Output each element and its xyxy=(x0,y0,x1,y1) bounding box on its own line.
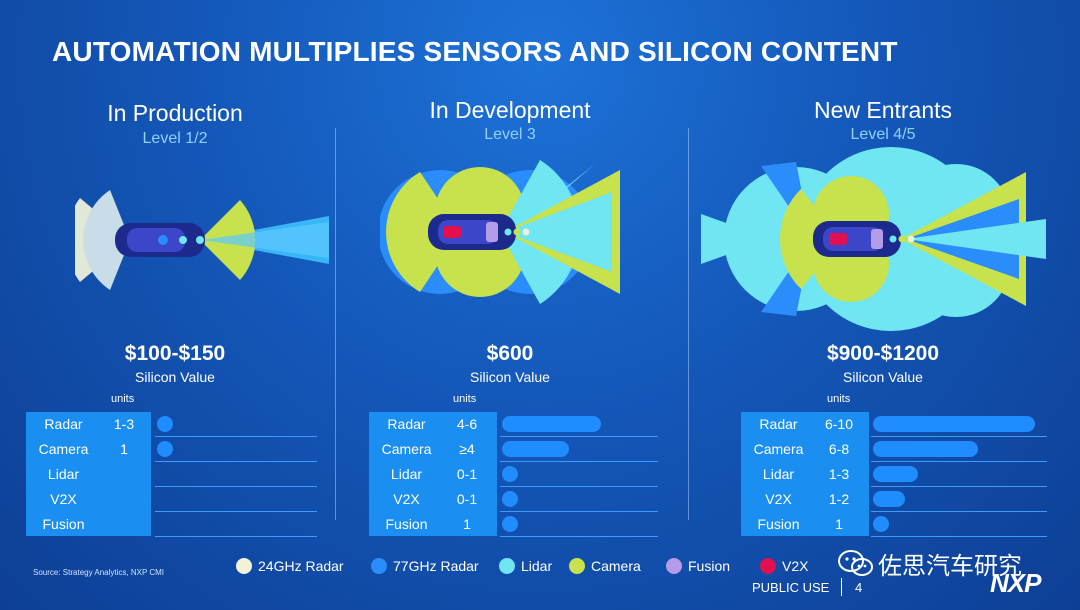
sensor-name: Fusion xyxy=(42,516,85,532)
row-divider xyxy=(871,461,1047,462)
sensor-name: V2X xyxy=(393,491,420,507)
sensor-units: 1-2 xyxy=(828,491,850,507)
slide-title: AUTOMATION MULTIPLIES SENSORS AND SILICO… xyxy=(52,36,898,67)
level-label: Level 1/2 xyxy=(142,130,208,147)
sensor-units: 1-3 xyxy=(113,416,135,432)
legend-swatch xyxy=(371,558,387,574)
sensor-units: 4-6 xyxy=(456,416,478,432)
nxp-logo: NXP xyxy=(990,568,1041,598)
row-divider xyxy=(155,461,317,462)
sensor-units: ≥4 xyxy=(459,441,475,457)
footer-divider xyxy=(841,578,842,596)
level-label: Level 4/5 xyxy=(850,126,916,143)
page-number: 4 xyxy=(855,580,863,595)
units-bar xyxy=(502,466,518,482)
sensor-name: Lidar xyxy=(762,466,795,482)
sensor-units: 6-10 xyxy=(824,416,854,432)
column-heading: New Entrants xyxy=(813,97,953,123)
column-heading: In Production xyxy=(107,100,243,126)
units-bar xyxy=(502,441,569,457)
source-note: Source: Strategy Analytics, NXP CMI xyxy=(33,568,165,577)
units-bar xyxy=(502,416,601,432)
row-divider xyxy=(155,536,317,537)
sensor-name: Fusion xyxy=(385,516,428,532)
sensor-name: V2X xyxy=(765,491,792,507)
sensor-name: Camera xyxy=(753,441,804,457)
sensor-name: Radar xyxy=(387,416,426,432)
silicon-value-label: Silicon Value xyxy=(843,369,923,385)
sensor-units-table xyxy=(741,412,869,536)
level-label: Level 3 xyxy=(484,126,536,143)
column-divider xyxy=(335,128,336,520)
units-label: units xyxy=(827,393,851,405)
wechat-icon xyxy=(838,550,873,576)
legend-label: Camera xyxy=(591,558,641,574)
units-label: units xyxy=(453,393,477,405)
legend-swatch xyxy=(499,558,515,574)
sensor-name: Lidar xyxy=(390,466,423,482)
silicon-price: $900-$1200 xyxy=(826,342,940,365)
silicon-price: $100-$150 xyxy=(124,342,226,365)
units-bar xyxy=(873,516,889,532)
row-divider xyxy=(871,511,1047,512)
legend-swatch xyxy=(760,558,776,574)
column-divider xyxy=(688,128,689,520)
sensor-units: 1 xyxy=(835,516,843,532)
units-bar xyxy=(157,441,173,457)
sensor-name: Radar xyxy=(759,416,798,432)
legend-label: Lidar xyxy=(521,558,553,574)
sensor-name: V2X xyxy=(50,491,77,507)
watermark-text: 佐思汽车研究 xyxy=(878,553,1022,580)
row-divider xyxy=(500,536,658,537)
units-bar xyxy=(873,416,1035,432)
sensor-units-table xyxy=(26,412,151,536)
row-divider xyxy=(500,486,658,487)
row-divider xyxy=(155,511,317,512)
row-divider xyxy=(500,461,658,462)
sensor-units: 6-8 xyxy=(828,441,850,457)
row-divider xyxy=(871,436,1047,437)
column-heading: In Development xyxy=(429,97,591,123)
sensor-units-table xyxy=(369,412,497,536)
units-bar xyxy=(873,441,978,457)
row-divider xyxy=(500,511,658,512)
legend-swatch xyxy=(236,558,252,574)
sensor-name: Camera xyxy=(38,441,89,457)
silicon-value-label: Silicon Value xyxy=(135,369,215,385)
silicon-value-label: Silicon Value xyxy=(470,369,550,385)
sensor-name: Fusion xyxy=(757,516,800,532)
units-label: units xyxy=(111,393,135,405)
row-divider xyxy=(871,536,1047,537)
row-divider xyxy=(500,436,658,437)
row-divider xyxy=(155,436,317,437)
legend-swatch xyxy=(569,558,585,574)
sensor-name: Radar xyxy=(44,416,83,432)
units-bar xyxy=(502,491,518,507)
units-bar xyxy=(157,416,173,432)
sensor-coverage-diagram xyxy=(380,160,620,304)
row-divider xyxy=(871,486,1047,487)
sensor-coverage-diagram xyxy=(75,190,329,290)
sensor-units: 0-1 xyxy=(456,466,478,482)
units-bar xyxy=(873,466,918,482)
sensor-units: 1 xyxy=(120,441,128,457)
legend-label: V2X xyxy=(782,558,809,574)
legend-label: 77GHz Radar xyxy=(393,558,479,574)
legend-swatch xyxy=(666,558,682,574)
sensor-name: Camera xyxy=(381,441,432,457)
silicon-price: $600 xyxy=(486,342,534,365)
sensor-coverage-diagram xyxy=(701,147,1046,331)
row-divider xyxy=(155,486,317,487)
sensor-name: Lidar xyxy=(47,466,80,482)
classification-label: PUBLIC USE xyxy=(752,580,830,595)
legend-label: Fusion xyxy=(688,558,731,574)
legend-label: 24GHz Radar xyxy=(258,558,344,574)
sensor-units: 1-3 xyxy=(828,466,850,482)
units-bar xyxy=(502,516,518,532)
sensor-units: 1 xyxy=(463,516,471,532)
sensor-units: 0-1 xyxy=(456,491,478,507)
units-bar xyxy=(873,491,905,507)
